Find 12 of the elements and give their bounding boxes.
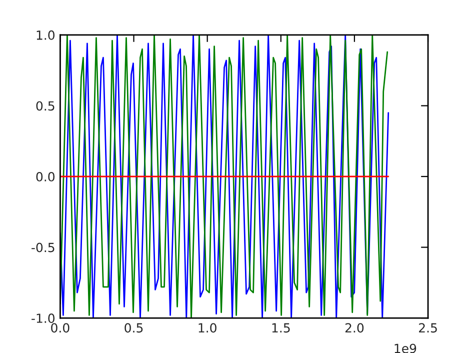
y-tick-label: 0.0 (36, 172, 55, 182)
x-tick-label: 1.5 (272, 323, 290, 333)
y-tick-label: -0.5 (32, 242, 54, 252)
x-tick-label: 1.0 (198, 323, 216, 333)
y-tick-label: 1.0 (36, 30, 55, 40)
text: 1e9 (394, 344, 416, 353)
x-tick-label: 0.5 (124, 323, 143, 333)
x-tick-label: 2.5 (419, 323, 437, 333)
y-tick-label: 0.5 (36, 101, 54, 111)
y-tick-label: -1.0 (32, 314, 55, 323)
x-tick-label: 0.0 (51, 323, 70, 333)
x-tick-label: 2.0 (345, 323, 364, 333)
